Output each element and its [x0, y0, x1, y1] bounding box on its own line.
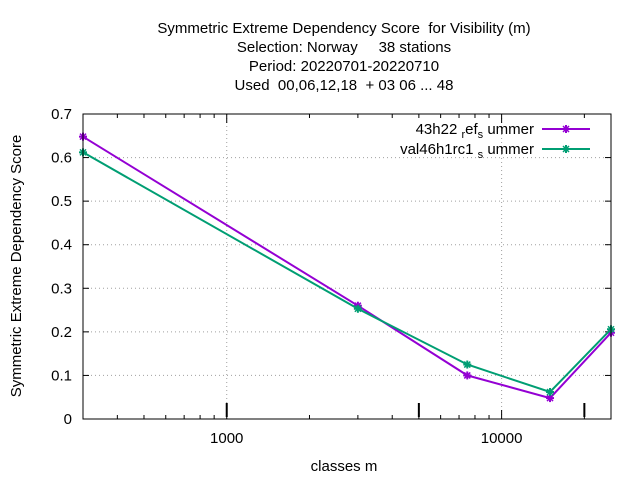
- grid: [83, 114, 611, 419]
- series-point: [463, 371, 472, 380]
- chart-title: Symmetric Extreme Dependency Score for V…: [157, 20, 530, 94]
- y-tick-label: 0.6: [51, 150, 72, 167]
- legend-entry-label: 43h22 refs ummer: [416, 121, 534, 141]
- x-axis-ticks: 1000 10000: [116, 114, 585, 447]
- x-axis-label: classes m: [311, 458, 378, 475]
- title-line: Symmetric Extreme Dependency Score for V…: [157, 20, 530, 37]
- legend-entry-label: val46h1rc1 s ummer: [400, 141, 534, 161]
- y-axis-label: Symmetric Extreme Dependency Score: [8, 135, 25, 398]
- title-line: Selection: Norway 38 stations: [237, 39, 451, 56]
- x-tick-label: 1000: [210, 430, 243, 447]
- title-line: Period: 20220701-20220710: [249, 58, 439, 75]
- y-tick-label: 0.7: [51, 106, 72, 123]
- title-line: Used 00,06,12,18 + 03 06 ... 48: [235, 77, 454, 94]
- y-tick-label: 0.3: [51, 280, 72, 297]
- y-tick-label: 0.1: [51, 367, 72, 384]
- y-axis-ticks: 0 0.1 0.2 0.3 0.4 0.5 0.6 0.7: [51, 106, 611, 428]
- y-tick-label: 0.4: [51, 237, 72, 254]
- y-tick-label: 0.2: [51, 324, 72, 341]
- series-point: [353, 304, 362, 313]
- y-tick-label: 0: [64, 411, 72, 428]
- series-point: [546, 387, 555, 396]
- series-line-1: [82, 151, 612, 394]
- series-line-0: [82, 135, 612, 400]
- plot-frame: [82, 113, 612, 420]
- legend-entry-marker: [562, 125, 570, 133]
- x-axis-extra-marks: [225, 403, 586, 417]
- x-tick-label: 10000: [481, 430, 523, 447]
- y-tick-label: 0.5: [51, 193, 72, 210]
- series-point: [463, 360, 472, 369]
- legend-entry-marker: [562, 145, 570, 153]
- series: [79, 132, 615, 403]
